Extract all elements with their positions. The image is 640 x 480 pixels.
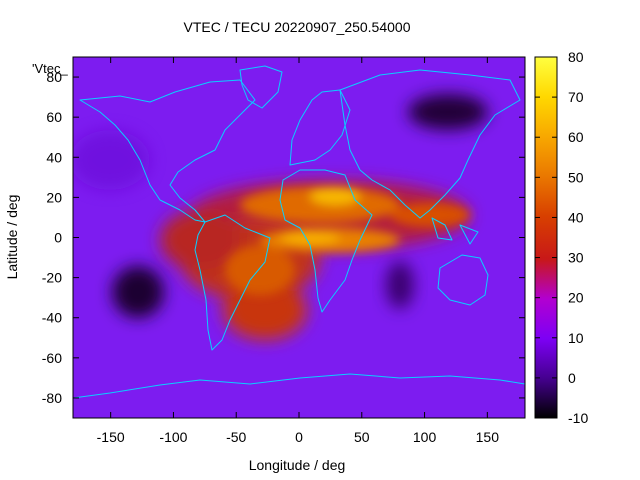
coastline-africa <box>279 169 373 313</box>
y-axis-ticks: -80 -60 -40 -20 0 20 40 60 80 <box>42 69 525 406</box>
x-tick-label: 150 <box>476 429 500 445</box>
coastline-greenland <box>239 65 283 109</box>
colorbar-tick-label: 80 <box>568 49 584 65</box>
y-tick-label: -20 <box>42 270 62 286</box>
south-pacific-minimum <box>112 266 164 318</box>
colorbar-tick-label: 0 <box>568 370 576 386</box>
coastline-antarctica <box>73 373 525 399</box>
y-tick-label: -60 <box>42 350 62 366</box>
coastline-south-america <box>194 214 271 351</box>
north-america-low <box>73 130 150 190</box>
colorbar-tick-label: 50 <box>568 169 584 185</box>
y-tick-label: -80 <box>42 390 62 406</box>
chart-title: VTEC / TECU 20220907_250.54000 <box>183 19 410 35</box>
y-tick-label: 40 <box>46 149 62 165</box>
x-tick-label: -50 <box>226 429 246 445</box>
indian-ocean-minimum <box>386 261 414 309</box>
colorbar-ticks: -10 0 10 20 30 40 50 60 70 80 <box>535 49 588 426</box>
north-pacific-minimum <box>408 94 488 130</box>
y-axis-label: Latitude / deg <box>4 195 20 280</box>
x-tick-label: -100 <box>159 429 187 445</box>
x-tick-label: -150 <box>97 429 125 445</box>
colorbar-tick-label: 20 <box>568 290 584 306</box>
colorbar-tick-label: -10 <box>568 410 588 426</box>
colorbar-tick-label: 40 <box>568 209 584 225</box>
coastlines <box>73 65 525 399</box>
y-tick-label: 60 <box>46 109 62 125</box>
y-tick-label: 80 <box>46 69 62 85</box>
colorbar-tick-label: 30 <box>568 250 584 266</box>
x-axis-ticks: -150 -100 -50 0 50 100 150 <box>97 57 500 445</box>
colorbar-tick-label: 70 <box>568 89 584 105</box>
x-tick-label: 0 <box>295 429 303 445</box>
y-tick-label: 20 <box>46 189 62 205</box>
x-axis-label: Longitude / deg <box>249 457 346 473</box>
colorbar-tick-label: 60 <box>568 129 584 145</box>
x-tick-label: 100 <box>413 429 437 445</box>
y-tick-label: -40 <box>42 310 62 326</box>
x-tick-label: 50 <box>354 429 370 445</box>
y-tick-label: 0 <box>54 230 62 246</box>
coastline-southeast-asia <box>431 217 479 245</box>
colorbar-tick-label: 10 <box>568 330 584 346</box>
coastline-north-america <box>79 79 256 223</box>
heatmap <box>73 57 525 418</box>
coastline-asia <box>339 69 521 219</box>
coastline-australia <box>437 254 489 306</box>
colorbar <box>534 56 558 419</box>
series-label: 'Vtec_ <box>32 61 68 76</box>
